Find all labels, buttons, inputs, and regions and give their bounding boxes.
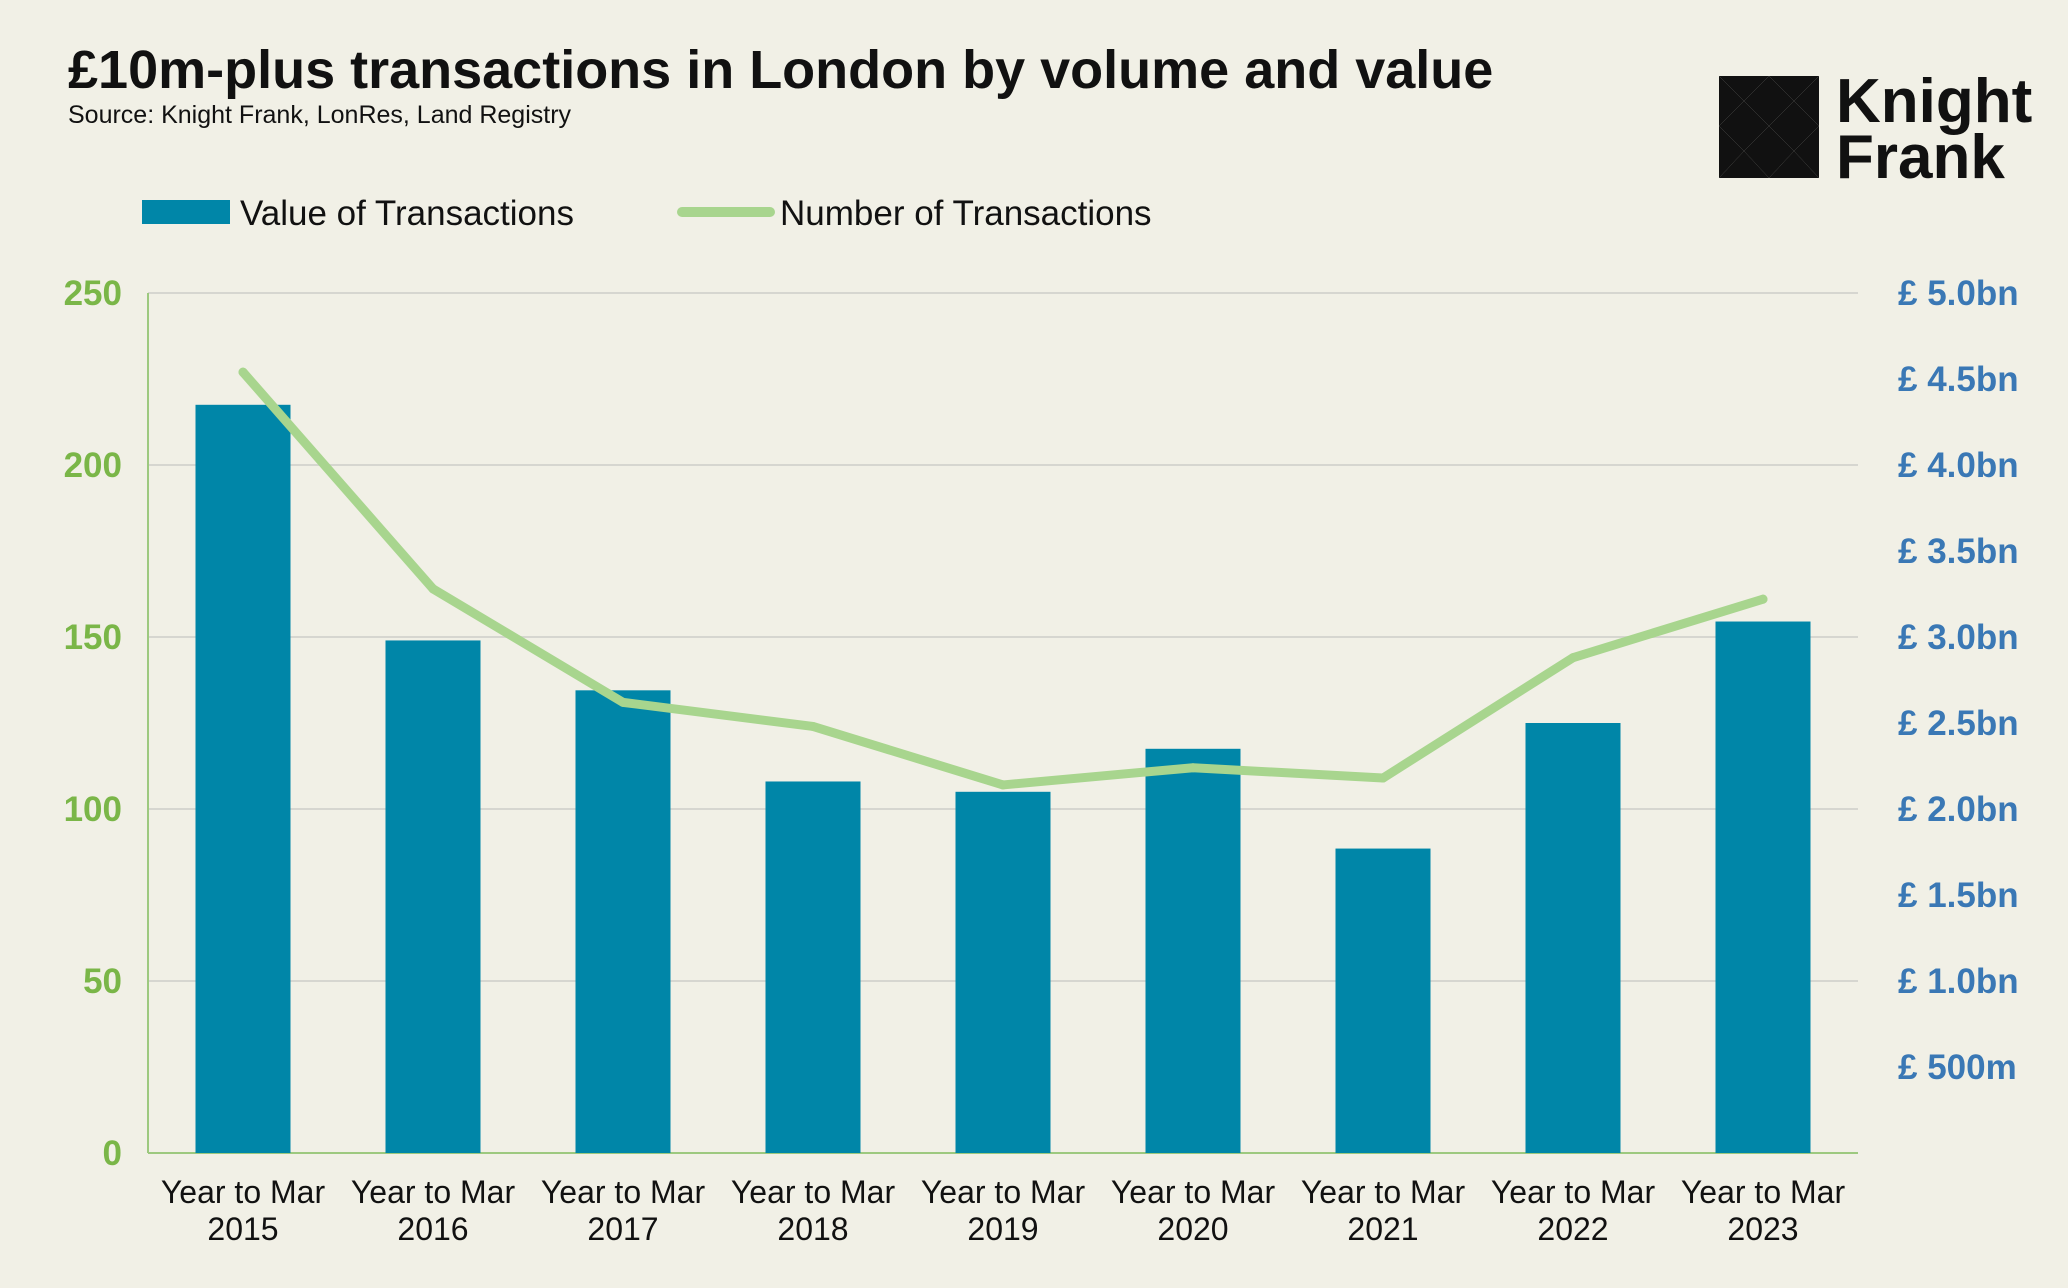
y-tick-left: 100: [64, 790, 122, 829]
y-tick-right: £ 4.5bn: [1898, 360, 2019, 399]
y-tick-right: £ 2.5bn: [1898, 704, 2019, 743]
x-tick-label: 2020: [1157, 1211, 1228, 1247]
legend-item-number: Number of Transactions: [677, 194, 1152, 233]
x-tick-label: Year to Mar: [1681, 1174, 1846, 1210]
legend-label-number: Number of Transactions: [780, 194, 1152, 233]
bar: [955, 791, 1051, 1153]
y-tick-right: £ 5.0bn: [1898, 274, 2019, 313]
knight-frank-chequer-icon: [1719, 76, 1819, 178]
bar: [575, 690, 671, 1153]
bar: [1335, 848, 1431, 1153]
line-point: [1568, 653, 1578, 663]
y-tick-left: 50: [83, 962, 122, 1001]
line-point: [428, 584, 438, 594]
x-tick-label: 2015: [207, 1211, 278, 1247]
x-tick-label: Year to Mar: [731, 1174, 896, 1210]
y-tick-right: £ 4.0bn: [1898, 446, 2019, 485]
line-point: [1758, 594, 1768, 604]
y-tick-right: £ 1.5bn: [1898, 876, 2019, 915]
x-tick-label: Year to Mar: [1491, 1174, 1656, 1210]
y-tick-right: £ 1.0bn: [1898, 962, 2019, 1001]
line-point: [1378, 773, 1388, 783]
x-tick-label: 2021: [1347, 1211, 1418, 1247]
x-tick-label: 2019: [967, 1211, 1038, 1247]
x-tick-label: Year to Mar: [351, 1174, 516, 1210]
plot-area: 0 50 100 150 200 250 £ 500m £ 1.0bn £ 1.5bn £ 2.0…: [64, 274, 2019, 1247]
y-tick-right: £ 3.5bn: [1898, 532, 2019, 571]
bar: [1525, 723, 1621, 1153]
y-tick-left: 250: [64, 274, 122, 313]
x-tick-label: Year to Mar: [541, 1174, 706, 1210]
y-tick-right: £ 500m: [1898, 1048, 2017, 1087]
bar: [195, 404, 291, 1153]
logo-text-line2: Frank: [1836, 123, 2005, 192]
x-tick-label: Year to Mar: [1111, 1174, 1276, 1210]
x-tick-label: 2023: [1727, 1211, 1798, 1247]
bar: [1715, 621, 1811, 1153]
x-tick-label: 2022: [1537, 1211, 1608, 1247]
chart-subtitle: Source: Knight Frank, LonRes, Land Regis…: [68, 101, 572, 129]
y-tick-left: 200: [64, 446, 122, 485]
line-point: [808, 721, 818, 731]
x-tick-label: 2017: [587, 1211, 658, 1247]
legend-label-value: Value of Transactions: [240, 194, 574, 233]
legend-swatch-value: [142, 200, 230, 224]
y-tick-right: £ 2.0bn: [1898, 790, 2019, 829]
bar: [385, 640, 481, 1153]
bar: [765, 781, 861, 1153]
bar: [1145, 748, 1241, 1153]
x-tick-label: 2016: [397, 1211, 468, 1247]
legend-item-value: Value of Transactions: [142, 194, 574, 233]
y-tick-left: 0: [103, 1134, 122, 1173]
x-tick-label: Year to Mar: [1301, 1174, 1466, 1210]
line-point: [1188, 763, 1198, 773]
chart-title: £10m-plus transactions in London by volu…: [68, 40, 1493, 100]
x-tick-label: Year to Mar: [161, 1174, 326, 1210]
line-point: [238, 367, 248, 377]
y-tick-left: 150: [64, 618, 122, 657]
x-tick-label: Year to Mar: [921, 1174, 1086, 1210]
y-tick-right: £ 3.0bn: [1898, 618, 2019, 657]
logo-text-line1: Knight: [1836, 67, 2032, 136]
x-tick-label: 2018: [777, 1211, 848, 1247]
line-point: [618, 697, 628, 707]
line-point: [998, 780, 1008, 790]
knight-frank-logo: Knight Frank: [1719, 67, 2032, 192]
legend: Value of Transactions Number of Transact…: [142, 194, 1152, 233]
